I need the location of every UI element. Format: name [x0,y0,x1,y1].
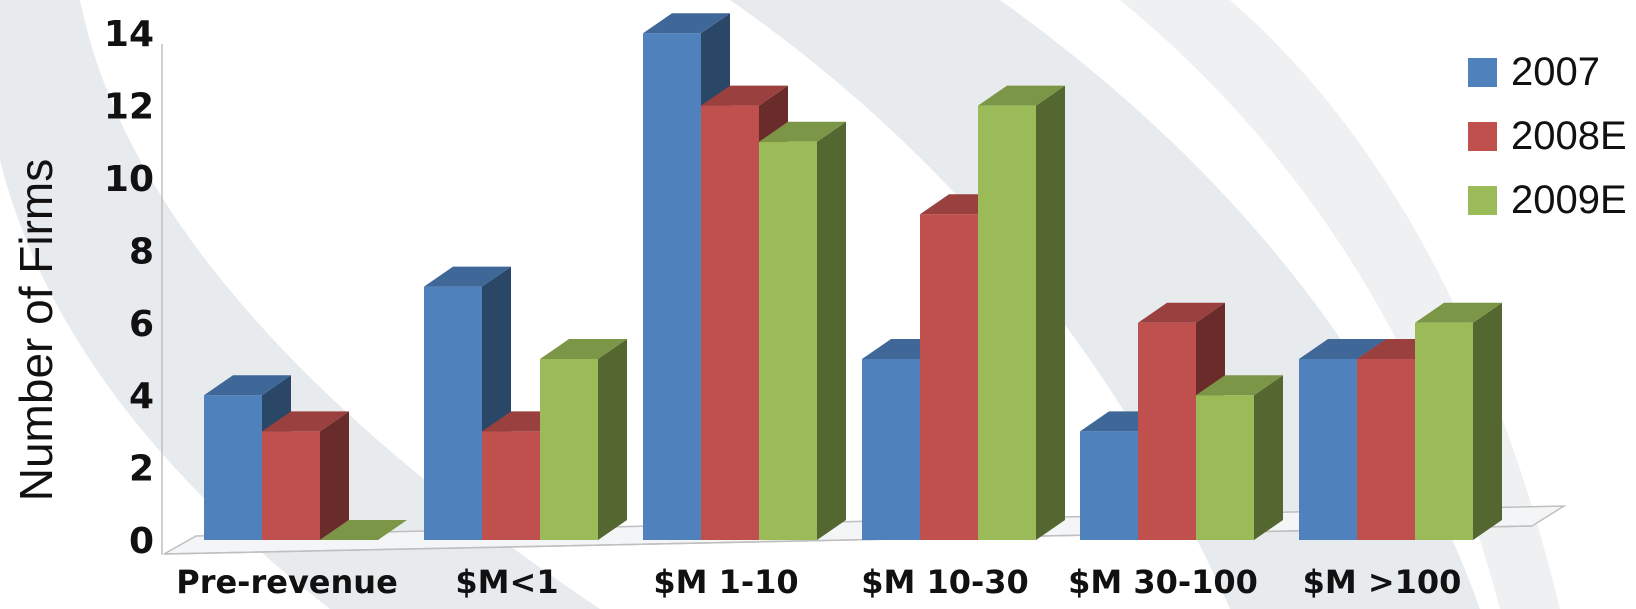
bar-front [759,141,817,541]
bar-side [1254,375,1283,540]
y-tick-label-10: 10 [104,159,154,200]
bar-pre-revenue-2008e [262,411,349,540]
bar-front [1415,322,1473,540]
bar-pre-revenue-2009e [320,520,407,540]
bar-top [262,411,349,432]
x-tick-label-pre-revenue: Pre-revenue [176,563,398,601]
y-tick-label-12: 12 [104,87,154,128]
x-tick-label-m-30-100: $M 30-100 [1068,563,1258,601]
bar-top [1196,375,1283,396]
bar-top [204,375,291,396]
bar-m-10-30-2009e [978,85,1065,540]
bar-top [424,266,511,287]
bar-m-1-10-2009e [759,121,846,541]
bar-top [540,339,627,359]
bars [204,13,1502,541]
bar-top [320,520,407,540]
bar-side [1473,302,1502,540]
legend-item-2007[interactable]: 2007 [1468,40,1627,104]
y-tick-label-4: 4 [129,376,154,417]
y-axis: 0 2 4 6 8 10 12 14 [104,14,163,562]
bar-front [540,359,598,540]
category-labels: Pre-revenue $M<1 $M 1-10 $M 10-30 $M 30-100 $… [176,563,1461,601]
legend-label-2009e: 2009E [1511,177,1627,222]
bar-front [978,105,1036,540]
bar-side [320,411,349,540]
x-tick-label-m-1-10: $M 1-10 [653,563,798,601]
x-tick-label-m-10-30: $M 10-30 [861,563,1029,601]
x-tick-label-m-1: $M<1 [455,563,558,601]
legend-item-2009e[interactable]: 2009E [1468,168,1627,232]
x-tick-label-m-100: $M >100 [1303,563,1462,601]
bar-front [204,395,262,540]
bar-front [262,431,320,540]
bar-front [701,105,759,540]
legend-swatch-2009e [1468,185,1497,215]
legend-swatch-2007 [1468,57,1497,87]
bar-front [424,286,482,540]
bar-front [1138,322,1196,540]
legend-swatch-2008e [1468,121,1497,151]
bar-m-100-2009e [1415,302,1502,540]
bar-top [1415,302,1502,323]
bar-front [482,431,540,540]
y-tick-label-6: 6 [129,304,154,345]
bar-m-30-100-2009e [1196,375,1283,540]
bar-front [1196,395,1254,540]
bar-front [1080,431,1138,540]
bar-top [978,85,1065,106]
bar-top [643,13,730,34]
bar-side [817,121,846,541]
legend: 2007 2008E 2009E [1468,40,1627,232]
bar-top [759,121,846,142]
y-tick-label-2: 2 [129,449,154,490]
legend-label-2007: 2007 [1511,49,1600,94]
bar-front [1299,359,1357,540]
bar-front [920,214,978,540]
y-tick-label-14: 14 [104,14,154,55]
bar-front [1357,359,1415,540]
bar-m-1-2009e [540,339,627,540]
bar-front [643,33,701,540]
legend-label-2008e: 2008E [1511,113,1627,158]
bar-side [598,339,627,540]
bar-side [1036,85,1065,540]
bar-top [701,85,788,106]
bar-top [1138,302,1225,323]
bar-front [862,359,920,540]
legend-item-2008e[interactable]: 2008E [1468,104,1627,168]
bar-pre-revenue-2007 [204,375,291,540]
y-tick-label-0: 0 [129,521,154,562]
y-tick-label-8: 8 [129,231,154,272]
